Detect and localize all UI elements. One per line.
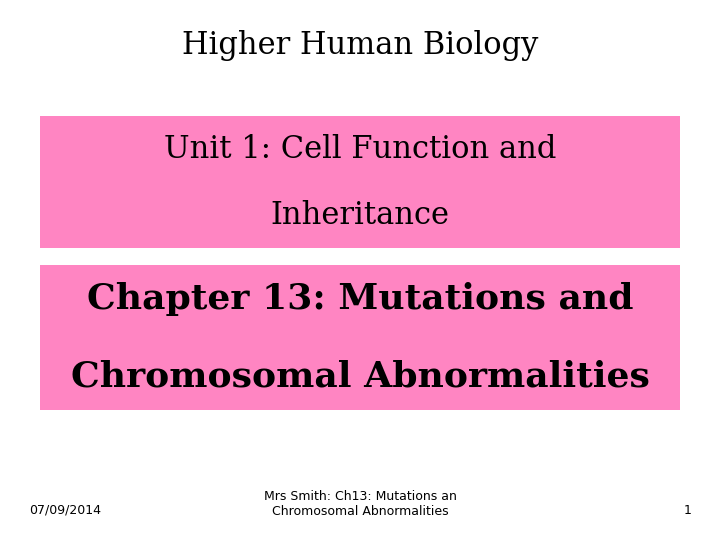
Bar <box>40 265 680 410</box>
Text: 07/09/2014: 07/09/2014 <box>29 504 101 517</box>
Text: Inheritance: Inheritance <box>271 200 449 231</box>
Bar <box>40 116 680 248</box>
Text: 1: 1 <box>683 504 691 517</box>
Text: Mrs Smith: Ch13: Mutations an: Mrs Smith: Ch13: Mutations an <box>264 490 456 503</box>
Text: Higher Human Biology: Higher Human Biology <box>182 30 538 60</box>
Text: Chromosomal Abnormalities: Chromosomal Abnormalities <box>71 359 649 393</box>
Text: Chapter 13: Mutations and: Chapter 13: Mutations and <box>86 282 634 316</box>
Text: Chromosomal Abnormalities: Chromosomal Abnormalities <box>271 505 449 518</box>
Text: Unit 1: Cell Function and: Unit 1: Cell Function and <box>164 134 556 165</box>
